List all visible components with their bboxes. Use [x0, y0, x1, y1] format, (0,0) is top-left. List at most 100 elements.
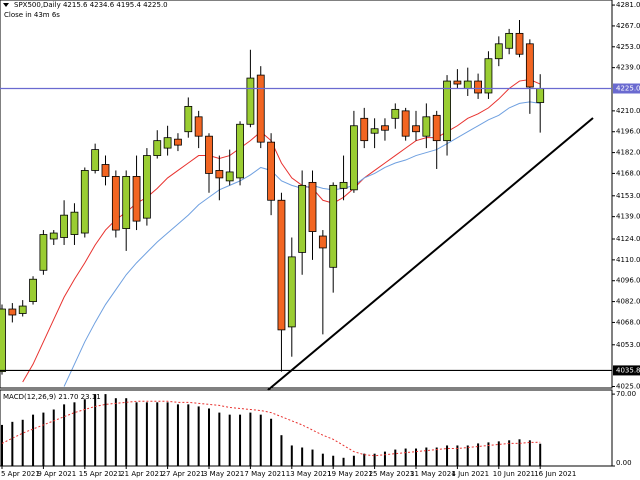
macd-bar	[63, 404, 66, 466]
y-tick-label: 4253.0	[616, 43, 640, 51]
macd-bar	[249, 412, 252, 466]
macd-bar	[166, 402, 169, 466]
candle-body	[339, 181, 348, 189]
candle-body	[18, 305, 27, 314]
macd-bar	[135, 402, 138, 466]
x-tick-label: 21 Apr 2021	[120, 470, 163, 478]
candle-body	[391, 108, 400, 119]
y-tick-label: 4196.0	[616, 128, 640, 136]
y-tick-label: 4124.0	[616, 235, 640, 243]
header-arrow	[3, 3, 9, 7]
price-label-box	[613, 83, 640, 94]
macd-bar	[239, 414, 242, 466]
candle-body	[412, 125, 420, 133]
macd-bar	[208, 408, 210, 466]
macd-bar	[456, 445, 459, 466]
candle-body	[360, 117, 369, 142]
price-label: 4225.0	[616, 85, 640, 93]
macd-bar	[11, 421, 14, 466]
x-tick-label: 9 Apr 2021	[37, 470, 76, 478]
y-tick-label: 0.00	[616, 459, 632, 467]
macd-bar	[114, 398, 117, 466]
candle-body	[60, 214, 68, 238]
y-tick-label: 4182.0	[616, 149, 640, 157]
candle-body	[246, 77, 255, 125]
candle-body	[163, 137, 172, 149]
macd-bar	[125, 398, 128, 466]
candle-body	[70, 211, 79, 235]
macd-bar	[218, 412, 221, 466]
candle-body	[205, 135, 213, 174]
candle-body	[39, 234, 48, 271]
y-tick-label: 70.00	[616, 390, 636, 398]
macd-bar	[104, 394, 107, 466]
macd-bar	[332, 455, 335, 466]
x-tick-label: 16 Jun 2021	[534, 470, 576, 478]
macd-bar	[487, 442, 490, 466]
y-tick-label: 4082.0	[616, 298, 640, 306]
candle-body	[432, 114, 441, 142]
moving-average	[22, 79, 541, 383]
macd-bar	[156, 402, 159, 466]
macd-bar	[73, 402, 76, 466]
trend-line	[267, 117, 594, 391]
candle-body	[194, 116, 203, 137]
candle-body	[101, 164, 110, 177]
macd-bar	[83, 399, 86, 466]
candle-body	[422, 116, 431, 137]
candle-body	[453, 80, 462, 85]
macd-bar	[508, 440, 511, 466]
macd-bar	[176, 404, 179, 466]
candle-body	[381, 125, 389, 131]
candle-body	[111, 176, 120, 231]
candle-body	[505, 32, 514, 49]
signal-line	[1, 400, 541, 457]
x-tick-label: 10 Jun 2021	[493, 470, 535, 478]
macd-bar	[21, 419, 24, 466]
candle-body	[267, 141, 276, 201]
macd-bar	[435, 447, 438, 466]
candle-body	[184, 105, 193, 133]
x-tick-label: 13 May 2021	[286, 470, 332, 478]
macd-bar	[32, 414, 35, 466]
x-tick-label: 25 May 2021	[369, 470, 415, 478]
y-tick-label: 4281.0	[616, 1, 640, 9]
candle-body	[122, 176, 131, 229]
x-tick-label: 19 May 2021	[327, 470, 373, 478]
macd-bar	[42, 412, 45, 466]
macd-bar	[518, 439, 521, 466]
x-tick-label: 27 Apr 2021	[162, 470, 205, 478]
macd-bar	[497, 441, 500, 466]
macd-bar	[352, 455, 355, 466]
macd-header: MACD(12,26,9) 21.70 23.11	[3, 393, 101, 401]
macd-bar	[528, 440, 531, 466]
candle-body	[474, 80, 483, 94]
macd-bar	[259, 414, 262, 466]
candle-body	[277, 199, 286, 331]
macd-bar	[280, 435, 283, 466]
candle-body	[298, 184, 307, 253]
y-tick-label: 4053.0	[616, 341, 640, 349]
y-tick-label: 4239.0	[616, 64, 640, 72]
candle-body	[91, 149, 100, 171]
macd-bar	[415, 448, 417, 466]
macd-bar	[187, 404, 190, 466]
macd-bar	[321, 453, 324, 466]
macd-bar	[373, 453, 376, 466]
y-tick-label: 4110.0	[616, 256, 640, 264]
macd-bar	[539, 443, 542, 466]
candle-body	[215, 170, 224, 179]
price-label-box	[613, 365, 640, 376]
macd-bar	[446, 445, 449, 466]
y-tick-label: 4210.0	[616, 107, 640, 115]
macd-bar	[404, 448, 407, 466]
x-tick-label: 3 May 2021	[203, 470, 244, 478]
candle-body	[256, 74, 265, 143]
macd-bar	[1, 424, 3, 466]
x-tick-label: 7 May 2021	[244, 470, 285, 478]
y-tick-label: 4139.0	[616, 213, 640, 221]
candle-body	[49, 232, 58, 240]
macd-bar	[228, 414, 231, 466]
candle-body	[142, 155, 151, 219]
